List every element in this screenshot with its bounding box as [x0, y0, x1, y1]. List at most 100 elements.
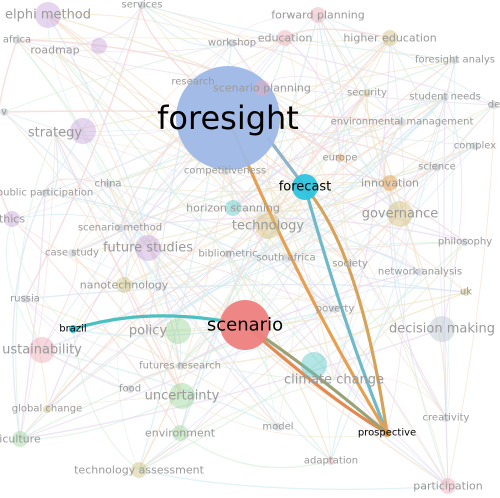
node-adaptation[interactable]: [327, 457, 335, 465]
node-label-food: food: [119, 384, 141, 395]
node-security[interactable]: [363, 89, 371, 97]
background-link: [138, 379, 335, 471]
node-competitiveness[interactable]: [221, 167, 229, 175]
node-agriculture[interactable]: [12, 431, 28, 447]
background-link: [366, 92, 401, 215]
background-link: [19, 395, 183, 440]
node-label-de: de: [488, 100, 500, 111]
node-forecast[interactable]: [292, 174, 318, 200]
node-science[interactable]: [433, 163, 441, 171]
node-policy[interactable]: [165, 318, 191, 344]
link-scenario-prospective: [243, 323, 389, 435]
node-bibliometric[interactable]: [224, 250, 232, 258]
node-label-uncertainty: uncertainty: [145, 389, 220, 404]
node-delphi-method[interactable]: [35, 2, 61, 28]
background-link: [333, 96, 446, 381]
node-v[interactable]: [0, 108, 8, 116]
node-label-poverty: poverty: [316, 304, 355, 315]
background-link: [141, 4, 447, 419]
node-scenario-planning[interactable]: [254, 80, 270, 96]
node-label-philosophy: philosophy: [438, 237, 492, 248]
node-scenario-method[interactable]: [116, 224, 124, 232]
node-creativity[interactable]: [442, 414, 450, 422]
highlighted-links: [71, 116, 389, 435]
node-sustainability[interactable]: [29, 337, 55, 363]
node-europe[interactable]: [336, 154, 344, 162]
node-technology[interactable]: [255, 213, 281, 239]
background-link: [261, 87, 449, 487]
node-label-science: science: [418, 162, 456, 173]
background-link: [54, 4, 143, 51]
node-food[interactable]: [126, 385, 134, 393]
node-africa[interactable]: [13, 36, 21, 44]
node-global-change[interactable]: [43, 405, 51, 413]
node-foresight[interactable]: [176, 66, 280, 170]
background-link: [46, 92, 368, 410]
node-case-study[interactable]: [68, 249, 76, 257]
node-nanotechnology[interactable]: [116, 277, 132, 293]
node-technology-assessment[interactable]: [131, 462, 147, 478]
node-environment[interactable]: [172, 425, 188, 441]
node-scenario[interactable]: [220, 300, 270, 350]
background-link: [147, 166, 438, 332]
node-label-technology-assessment: technology assessment: [74, 464, 204, 477]
node-complex[interactable]: [471, 142, 479, 150]
node-student-needs[interactable]: [441, 93, 449, 101]
node-label-delphi-method: elphi method: [5, 8, 91, 23]
node-climate-change[interactable]: [301, 352, 327, 378]
background-link: [15, 132, 56, 440]
node-futures-research[interactable]: [176, 362, 184, 370]
node-china[interactable]: [104, 180, 112, 188]
node-uk[interactable]: [462, 288, 470, 296]
node-foresight-analysis[interactable]: [451, 56, 459, 64]
node-society[interactable]: [346, 260, 354, 268]
background-link: [181, 395, 388, 438]
node-russia[interactable]: [21, 295, 29, 303]
node-label-africa: africa: [3, 35, 31, 46]
node-participation[interactable]: [440, 478, 456, 494]
node-education[interactable]: [277, 30, 293, 46]
node-environmental-management[interactable]: [398, 118, 406, 126]
background-link: [44, 192, 336, 310]
node-strategy[interactable]: [70, 118, 96, 144]
background-link: [147, 330, 335, 381]
node-roadmap[interactable]: [91, 38, 107, 54]
node-research[interactable]: [189, 78, 197, 86]
node-innovation[interactable]: [382, 175, 398, 191]
node-future-studies[interactable]: [135, 235, 161, 261]
node-ethics[interactable]: [4, 211, 20, 227]
background-link: [317, 14, 345, 159]
node-services[interactable]: [138, 1, 146, 9]
node-south-africa[interactable]: [282, 254, 290, 262]
link-forecast-prospective: [303, 185, 389, 435]
node-brazil[interactable]: [69, 325, 77, 333]
background-link: [261, 75, 368, 94]
background-link: [140, 4, 194, 83]
node-prospective[interactable]: [383, 429, 391, 437]
background-link: [54, 132, 181, 367]
node-label-forward-planning: forward planning: [271, 9, 364, 22]
node-uncertainty[interactable]: [169, 383, 195, 409]
node-label-innovation: innovation: [361, 177, 419, 190]
node-higher-education[interactable]: [382, 30, 398, 46]
background-link: [334, 59, 456, 310]
node-label-nanotechnology: nanotechnology: [80, 279, 169, 292]
node-governance[interactable]: [387, 201, 413, 227]
background-link: [285, 257, 467, 293]
background-link: [24, 4, 143, 300]
background-link: [224, 170, 449, 487]
node-workshop[interactable]: [228, 39, 236, 47]
node-model[interactable]: [274, 423, 282, 431]
node-forward-planning[interactable]: [310, 7, 326, 23]
node-horizon-scanning[interactable]: [225, 200, 241, 216]
background-link: [24, 298, 48, 410]
node-poverty[interactable]: [331, 305, 339, 313]
node-network-analysis[interactable]: [416, 268, 424, 276]
node-de[interactable]: [490, 101, 498, 109]
background-link: [16, 37, 456, 61]
node-decision-making[interactable]: [429, 316, 455, 342]
node-public-participation[interactable]: [41, 189, 49, 197]
node-label-horizon-scanning: horizon scanning: [186, 202, 280, 215]
node-philosophy[interactable]: [461, 238, 469, 246]
background-link: [224, 170, 466, 243]
